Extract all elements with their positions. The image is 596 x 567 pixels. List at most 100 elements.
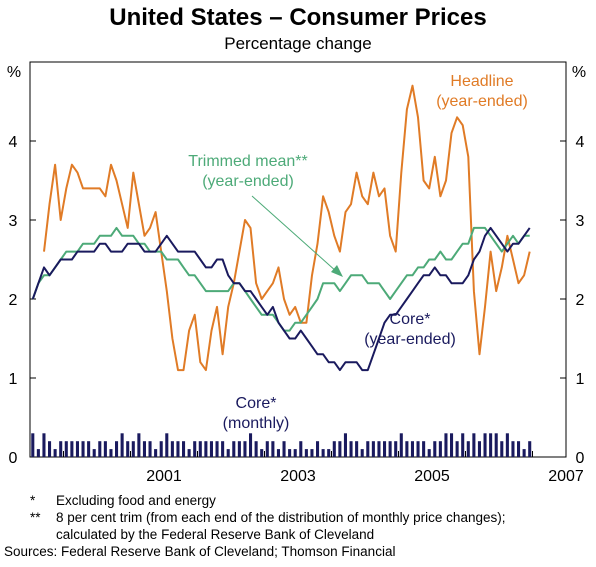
x-tick-label: 2003 (280, 468, 316, 485)
core-monthly-bar (489, 433, 493, 457)
core-monthly-bar (383, 441, 387, 457)
core-monthly-bar (249, 433, 253, 457)
core-monthly-bar (310, 449, 314, 457)
y-tick-label-left: 3 (9, 213, 18, 230)
core-monthly-bar (304, 449, 308, 457)
core-monthly-bar (293, 449, 297, 457)
core-monthly-bar (427, 449, 431, 457)
core-monthly-bar (377, 441, 381, 457)
headline-label: Headline (450, 73, 513, 90)
x-tick-label: 2007 (548, 468, 584, 485)
y-unit-right: % (572, 64, 586, 81)
footnote-core: * Excluding food and energy (30, 492, 505, 509)
sources-text: Sources: Federal Reserve Bank of Clevela… (4, 544, 396, 559)
core-monthly-bar (522, 449, 526, 457)
core-monthly-bar (137, 433, 141, 457)
core-monthly-bar (338, 441, 342, 457)
core-monthly-bar (87, 441, 91, 457)
core-monthly-bar (505, 433, 509, 457)
trimmed-pointer-arrowhead (331, 265, 343, 277)
sources-note: Sources: Federal Reserve Bank of Clevela… (4, 543, 505, 560)
core-monthly-bar (299, 441, 303, 457)
core-monthly-bar (36, 449, 40, 457)
core-monthly-bar (461, 433, 465, 457)
core-monthly-bar (81, 441, 85, 457)
core-monthly-bar (53, 449, 57, 457)
core-monthly-bar (182, 441, 186, 457)
headline-sublabel: (year-ended) (436, 93, 528, 110)
core-monthly-bar (371, 441, 375, 457)
core-monthly-bar (170, 441, 174, 457)
footnote-mark: ** (30, 510, 41, 525)
x-tick-label: 2005 (414, 468, 450, 485)
monthly-label: Core* (236, 395, 277, 412)
y-tick-label-right: 1 (576, 371, 585, 388)
core-monthly-bar (198, 441, 202, 457)
core-monthly-bar (237, 441, 241, 457)
core-monthly-bar (477, 441, 481, 457)
core-monthly-bar (438, 441, 442, 457)
y-tick-label-right: 3 (576, 213, 585, 230)
core-monthly-bar (215, 441, 219, 457)
consumer-prices-chart: % % 0 0 1 1 2 2 3 3 4 4 2001 2003 2005 2007 Headline (… (7, 61, 586, 485)
core-monthly-bar (265, 441, 269, 457)
core-monthly-bar (31, 433, 35, 457)
core-monthly-bar (159, 441, 163, 457)
y-tick-label-right: 2 (576, 292, 585, 309)
core-sublabel: (year-ended) (364, 331, 456, 348)
core-monthly-bar (349, 441, 353, 457)
core-monthly-bar (204, 441, 208, 457)
core-monthly-bar (528, 441, 532, 457)
core-monthly-bar (115, 441, 119, 457)
y-tick-label-left: 1 (9, 371, 18, 388)
chart-subtitle: Percentage change (224, 34, 372, 53)
core-monthly-bar (187, 449, 191, 457)
core-monthly-bar (70, 441, 74, 457)
core-monthly-bar (517, 441, 521, 457)
core-monthly-bar (142, 441, 146, 457)
core-monthly-bar (209, 441, 213, 457)
core-monthly-bar (494, 433, 498, 457)
monthly-sublabel: (monthly) (223, 415, 290, 432)
chart-title: United States – Consumer Prices (109, 4, 487, 31)
core-monthly-bar (327, 449, 331, 457)
footnote-mark: * (30, 493, 36, 508)
y-tick-label-right: 0 (576, 450, 585, 467)
core-monthly-bar (444, 433, 448, 457)
core-monthly-bar (388, 441, 392, 457)
core-label: Core* (390, 311, 431, 328)
core-monthly-bar (48, 441, 52, 457)
core-monthly-bar (260, 449, 264, 457)
y-tick-label-left: 0 (9, 450, 18, 467)
core-monthly-bar (243, 441, 247, 457)
trimmed-sublabel: (year-ended) (202, 173, 294, 190)
core-monthly-bar (232, 441, 236, 457)
y-tick-label-left: 2 (9, 292, 18, 309)
core-monthly-bar (154, 449, 158, 457)
core-monthly-bar (410, 441, 414, 457)
core-monthly-bar (59, 441, 63, 457)
core-monthly-bar (165, 433, 169, 457)
core-monthly-bar (193, 441, 197, 457)
core-monthly-bar (472, 433, 476, 457)
y-tick-label-right: 4 (576, 134, 585, 151)
core-monthly-bar (343, 433, 347, 457)
core-monthly-bar (394, 441, 398, 457)
core-monthly-bar (500, 441, 504, 457)
core-monthly-bar (75, 441, 79, 457)
core-monthly-bar (366, 441, 370, 457)
headline-line (43, 84, 531, 372)
footnote-text: 8 per cent trim (from each end of the di… (56, 510, 506, 542)
footnotes: * Excluding food and energy ** 8 per cen… (4, 492, 506, 560)
core-monthly-bar (511, 441, 515, 457)
footnote-text: Excluding food and energy (56, 493, 216, 508)
core-monthly-bar (455, 441, 459, 457)
core-monthly-bar (176, 441, 180, 457)
core-monthly-bar (92, 449, 96, 457)
core-monthly-bar (466, 441, 470, 457)
core-monthly-bar (148, 441, 152, 457)
core-monthly-bar (271, 441, 275, 457)
core-monthly-bar (131, 441, 135, 457)
core-monthly-bar (483, 433, 487, 457)
core-monthly-bar (288, 449, 292, 457)
